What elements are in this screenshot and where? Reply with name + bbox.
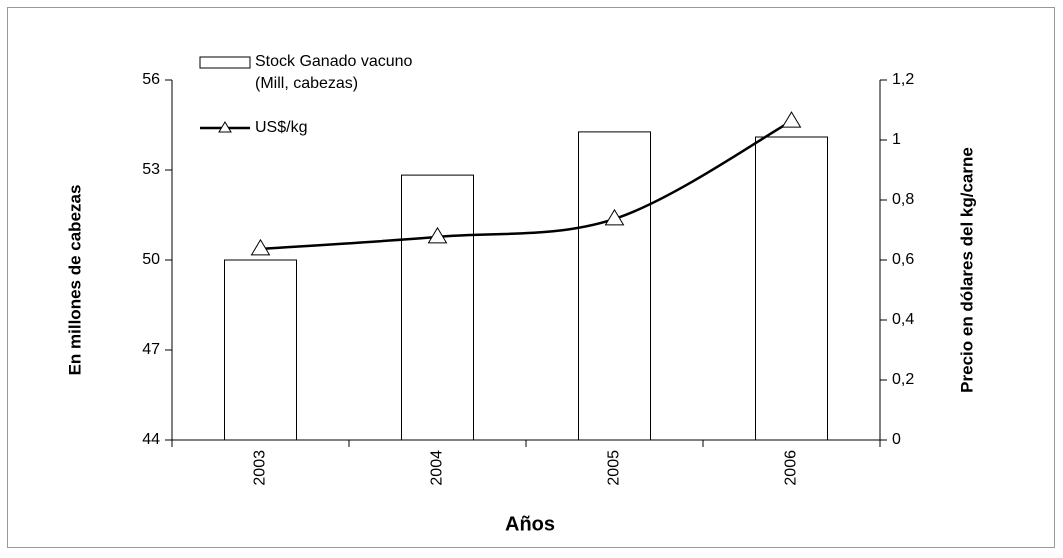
x-tick-label: 2004 xyxy=(429,450,446,486)
y-axis-title: En millones de cabezas xyxy=(65,185,84,376)
bar xyxy=(401,174,474,441)
line xyxy=(260,120,793,251)
x-tick-label: 2005 xyxy=(606,450,623,486)
x-tick-label: 2003 xyxy=(252,450,269,486)
y2-tick-label: 1,2 xyxy=(892,71,914,88)
y2-axis-title: Precio en dólares del kg/carne xyxy=(957,147,976,393)
marker xyxy=(427,226,448,244)
y2-tick-label: 0,8 xyxy=(892,191,914,208)
marker xyxy=(250,238,271,256)
legend-marker xyxy=(218,121,232,133)
x-tick-label: 2006 xyxy=(783,450,800,486)
y-tick-label: 44 xyxy=(142,431,160,448)
x-axis-title: Años xyxy=(505,513,555,535)
bar xyxy=(755,136,828,441)
bar xyxy=(224,259,297,441)
legend-label: Stock Ganado vacuno (Mill, cabezas) xyxy=(255,53,413,92)
frame xyxy=(7,7,1055,548)
legend-swatch xyxy=(199,56,251,69)
y-tick-label: 56 xyxy=(142,71,160,88)
bar xyxy=(578,131,651,441)
y-tick-label: 47 xyxy=(142,341,160,358)
y2-tick-label: 0,2 xyxy=(892,371,914,388)
y-tick-label: 53 xyxy=(142,161,160,178)
y2-tick-label: 1 xyxy=(892,131,901,148)
y-tick-label: 50 xyxy=(142,251,160,268)
y2-tick-label: 0 xyxy=(892,431,901,448)
marker xyxy=(781,111,802,128)
y2-tick-label: 0,6 xyxy=(892,251,914,268)
legend-label: US$/kg xyxy=(255,119,308,136)
y2-tick-label: 0,4 xyxy=(892,311,914,328)
marker xyxy=(604,208,625,226)
